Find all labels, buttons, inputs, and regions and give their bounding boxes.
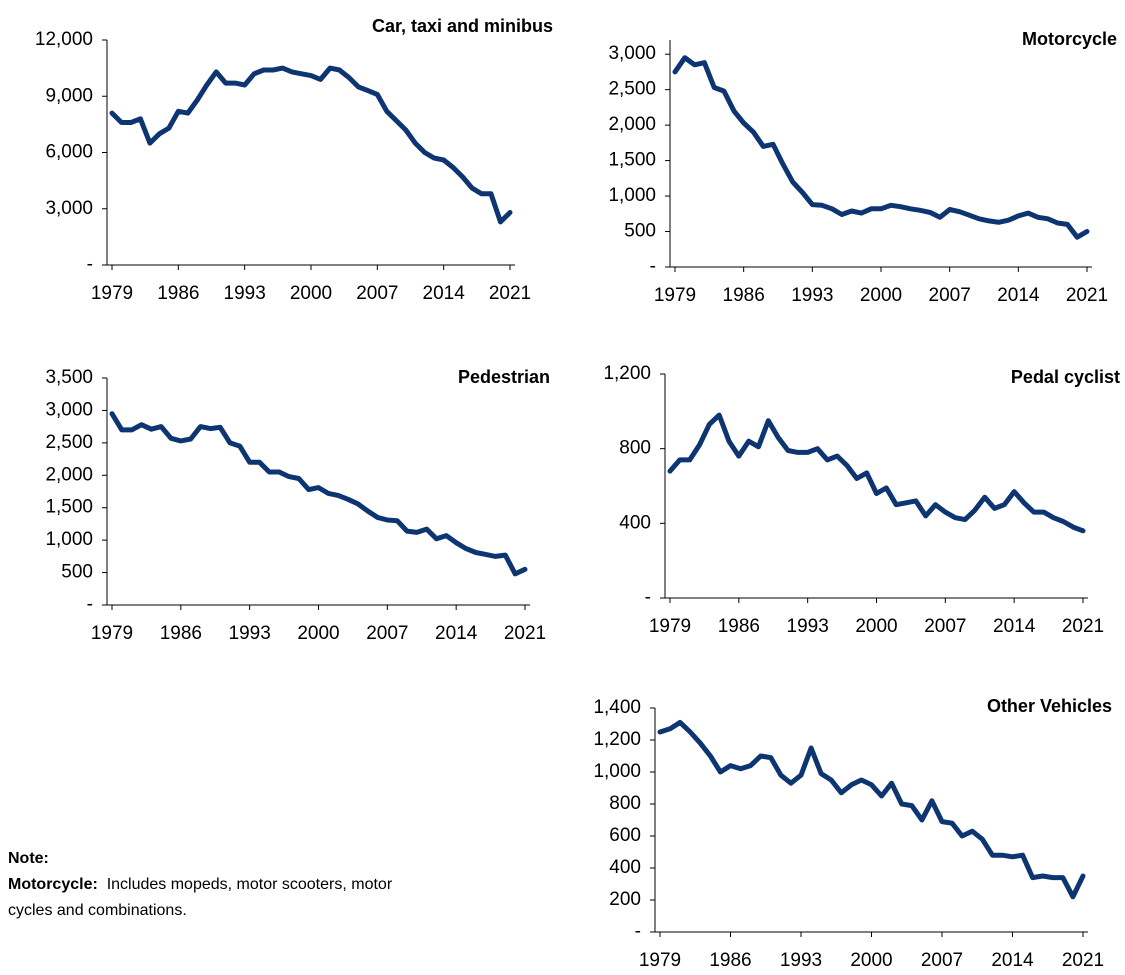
note: Note: Motorcycle: Includes mopeds, motor… [8, 846, 408, 924]
x-tick-label: 1986 [723, 285, 765, 306]
x-tick-label: 2000 [855, 616, 897, 637]
y-tick-label: 1,000 [593, 761, 641, 782]
x-tick-label: 2000 [850, 950, 892, 970]
x-tick-label: 2021 [504, 623, 546, 644]
y-tick-label: 3,500 [45, 367, 93, 388]
x-tick-label: 1986 [157, 283, 199, 304]
x-tick-label: 1979 [91, 283, 133, 304]
y-tick-label: 2,500 [45, 432, 93, 453]
chart-title: Car, taxi and minibus [372, 16, 553, 36]
x-tick-label: 2014 [997, 285, 1040, 306]
x-tick-label: 1979 [91, 623, 133, 644]
x-tick-label: 1993 [791, 285, 833, 306]
x-tick-label: 2014 [435, 623, 478, 644]
y-tick-label: 1,500 [45, 497, 93, 518]
y-tick-label: 800 [609, 793, 641, 814]
y-tick-label: 3,000 [608, 43, 656, 64]
y-tick-label: 9,000 [45, 85, 93, 106]
y-tick-label: 400 [609, 857, 641, 878]
y-tick-label: 1,200 [593, 729, 641, 750]
y-tick-label: 500 [624, 221, 656, 242]
x-tick-label: 2021 [489, 283, 531, 304]
y-tick-label: 200 [609, 889, 641, 910]
y-tick-label: 400 [619, 512, 651, 533]
x-tick-label: 2021 [1066, 285, 1108, 306]
x-tick-label: 1986 [160, 623, 202, 644]
y-tick-label: 12,000 [35, 29, 93, 50]
data-line [657, 719, 1086, 900]
x-tick-label: 1979 [649, 616, 691, 637]
y-tick-label: 1,400 [593, 697, 641, 718]
y-tick-label: - [645, 587, 651, 608]
data-line [672, 55, 1090, 240]
y-tick-label: 800 [619, 438, 651, 459]
y-tick-label: 3,000 [45, 399, 93, 420]
x-tick-label: 2000 [290, 283, 332, 304]
x-tick-label: 2021 [1062, 616, 1104, 637]
y-tick-label: - [87, 594, 93, 615]
chart-title: Pedal cyclist [1011, 367, 1120, 387]
y-tick-label: - [635, 921, 641, 942]
y-tick-label: 3,000 [45, 198, 93, 219]
x-tick-label: 1993 [224, 283, 266, 304]
x-tick-label: 2014 [993, 616, 1036, 637]
chart-title: Motorcycle [1022, 29, 1117, 49]
data-line [109, 65, 513, 225]
y-tick-label: - [87, 254, 93, 275]
y-tick-label: 1,000 [45, 529, 93, 550]
chart-title: Other Vehicles [987, 696, 1112, 716]
y-tick-label: 2,000 [45, 464, 93, 485]
data-line [667, 412, 1086, 534]
x-tick-label: 2007 [921, 950, 963, 970]
x-tick-label: 2021 [1062, 950, 1104, 970]
y-tick-label: 600 [609, 825, 641, 846]
x-tick-label: 1993 [229, 623, 271, 644]
x-tick-label: 1986 [718, 616, 760, 637]
x-tick-label: 2014 [423, 283, 466, 304]
x-tick-label: 1993 [787, 616, 829, 637]
y-tick-label: 2,000 [608, 114, 656, 135]
x-tick-label: 1979 [639, 950, 681, 970]
x-tick-label: 2007 [356, 283, 398, 304]
x-tick-label: 2007 [924, 616, 966, 637]
note-title: Note: [8, 850, 49, 867]
note-text: Includes mopeds, motor scooters, motor c… [8, 876, 393, 919]
y-tick-label: 2,500 [608, 79, 656, 100]
x-tick-label: 1979 [654, 285, 696, 306]
x-tick-label: 1993 [780, 950, 822, 970]
x-tick-label: 1986 [709, 950, 751, 970]
x-tick-label: 2007 [929, 285, 971, 306]
y-tick-label: 500 [61, 562, 93, 583]
data-line [109, 411, 528, 577]
y-tick-label: 6,000 [45, 142, 93, 163]
x-tick-label: 2000 [860, 285, 902, 306]
y-tick-label: - [650, 256, 656, 277]
y-tick-label: 1,500 [608, 150, 656, 171]
chart-title: Pedestrian [458, 367, 550, 387]
x-tick-label: 2007 [366, 623, 408, 644]
x-tick-label: 2000 [297, 623, 339, 644]
note-label: Motorcycle: [8, 876, 98, 893]
x-tick-label: 2014 [991, 950, 1034, 970]
y-tick-label: 1,200 [603, 363, 651, 384]
y-tick-label: 1,000 [608, 185, 656, 206]
